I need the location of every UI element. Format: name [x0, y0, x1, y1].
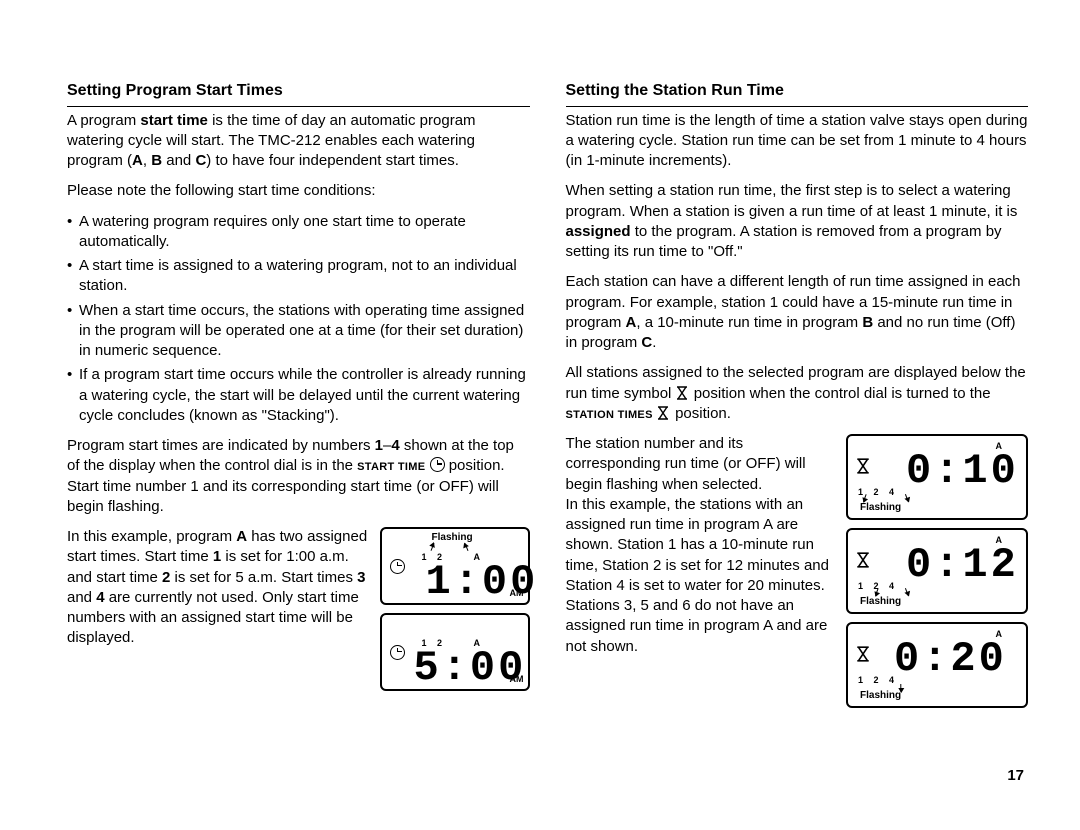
- example-text-right: The station number and its corresponding…: [566, 434, 837, 657]
- bullet-list: A watering program requires only one sta…: [67, 212, 530, 427]
- para: A program start time is the time of day …: [67, 111, 530, 172]
- lcd-time: 0:10: [906, 450, 1019, 492]
- clock-icon: [390, 559, 405, 574]
- text: ) to have four independent start times.: [206, 152, 459, 169]
- lcd-display: A 0:10 1 2 4 Flashing: [846, 434, 1028, 520]
- lcd-display: A 0:20 1 2 4 Flashing: [846, 622, 1028, 708]
- para: All stations assigned to the selected pr…: [566, 363, 1029, 424]
- text: When setting a station run time, the fir…: [566, 182, 1018, 219]
- lcd-time: 0:20: [894, 638, 1007, 680]
- text-smallcap: start time: [357, 461, 425, 473]
- text: to the program. A station is removed fro…: [566, 223, 1002, 260]
- para: Each station can have a different length…: [566, 272, 1029, 353]
- hourglass-icon: [856, 458, 870, 474]
- para: When setting a station run time, the fir…: [566, 181, 1029, 262]
- bullet: If a program start time occurs while the…: [67, 365, 530, 426]
- para: In this example, program A has two assig…: [67, 527, 370, 649]
- lcd-display: 1 2 A 5:00 AM: [380, 613, 530, 691]
- text: position when the control dial is turned…: [694, 385, 991, 402]
- text-bold: assigned: [566, 223, 631, 240]
- hourglass-icon: [676, 386, 690, 400]
- lcd-display: A 0:12 1 2 4 Flashing: [846, 528, 1028, 614]
- text: A program: [67, 112, 140, 129]
- clock-icon: [430, 457, 445, 472]
- text: and: [67, 589, 96, 606]
- hourglass-icon: [657, 406, 671, 420]
- text: is set for 5 a.m. Start times: [170, 569, 357, 586]
- text-bold: start time: [140, 112, 208, 129]
- bullet: A watering program requires only one sta…: [67, 212, 530, 253]
- lcd-numbers: 1 2 4: [858, 580, 898, 592]
- left-column: Setting Program Start Times A program st…: [67, 80, 530, 790]
- heading-start-times: Setting Program Start Times: [67, 80, 530, 107]
- bullet: A start time is assigned to a watering p…: [67, 256, 530, 297]
- flashing-label: Flashing: [860, 501, 901, 515]
- hourglass-icon: [856, 646, 870, 662]
- example-row-right: The station number and its corresponding…: [566, 434, 1029, 708]
- lcd-figures-left: Flashing 1 2 A 1:00 AM 1 2 A 5:00 AM: [380, 527, 530, 691]
- text: In this example, program: [67, 528, 236, 545]
- flashing-label: Flashing: [860, 689, 901, 703]
- text-bold: B: [862, 314, 873, 331]
- text-bold: 1: [375, 437, 383, 454]
- text: position.: [675, 405, 731, 422]
- lcd-numbers: 1 2 4: [858, 674, 898, 686]
- text-bold: C: [641, 334, 652, 351]
- para: Station run time is the length of time a…: [566, 111, 1029, 172]
- text-bold: 4: [96, 589, 104, 606]
- para: The station number and its corresponding…: [566, 434, 837, 495]
- clock-icon: [390, 645, 405, 660]
- lcd-ampm: AM: [510, 587, 524, 599]
- bullet: When a start time occurs, the stations w…: [67, 301, 530, 362]
- example-text: In this example, program A has two assig…: [67, 527, 370, 649]
- heading-run-time: Setting the Station Run Time: [566, 80, 1029, 107]
- para: In this example, the stations with an as…: [566, 495, 837, 657]
- text-bold: B: [151, 152, 162, 169]
- text-bold: A: [132, 152, 143, 169]
- para: Please note the following start time con…: [67, 181, 530, 201]
- arrow-icon: [905, 588, 909, 596]
- arrow-icon: [905, 494, 909, 502]
- lcd-figures-right: A 0:10 1 2 4 Flashing A 0:12 1 2 4: [846, 434, 1028, 708]
- manual-page: Setting Program Start Times A program st…: [0, 0, 1080, 830]
- text-bold: A: [626, 314, 637, 331]
- para: Program start times are indicated by num…: [67, 436, 530, 517]
- hourglass-icon: [856, 552, 870, 568]
- text: and: [162, 152, 195, 169]
- text: are currently not used. Only start time …: [67, 589, 359, 647]
- page-number: 17: [1007, 766, 1024, 786]
- arrow-icon: [430, 543, 434, 551]
- text-bold: 3: [357, 569, 365, 586]
- text: , a 10-minute run time in program: [636, 314, 862, 331]
- lcd-display: Flashing 1 2 A 1:00 AM: [380, 527, 530, 605]
- text-bold: 1: [213, 548, 221, 565]
- text: .: [652, 334, 656, 351]
- text-smallcap: station times: [566, 409, 653, 421]
- lcd-ampm: AM: [510, 673, 524, 685]
- flashing-label: Flashing: [860, 595, 901, 609]
- text-bold: A: [236, 528, 247, 545]
- text: Program start times are indicated by num…: [67, 437, 375, 454]
- example-row: In this example, program A has two assig…: [67, 527, 530, 691]
- arrow-icon: [464, 543, 468, 551]
- text: ,: [143, 152, 151, 169]
- lcd-time: 0:12: [906, 544, 1019, 586]
- text-bold: 4: [391, 437, 399, 454]
- text-bold: C: [195, 152, 206, 169]
- right-column: Setting the Station Run Time Station run…: [566, 80, 1029, 790]
